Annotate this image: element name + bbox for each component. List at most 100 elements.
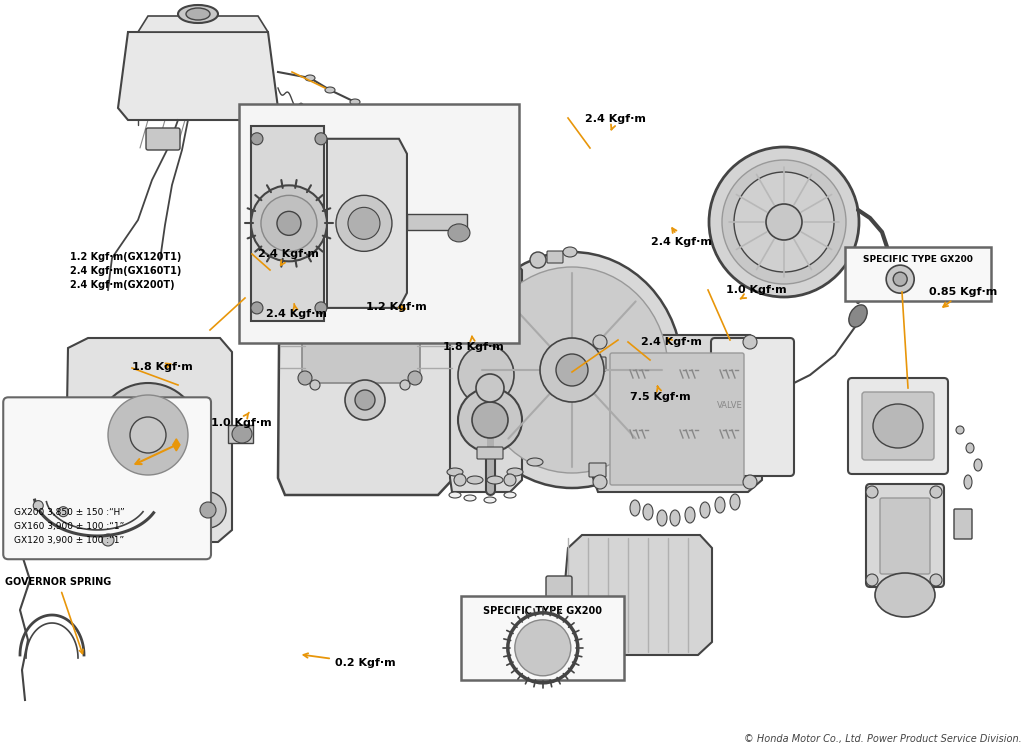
Ellipse shape: [350, 99, 360, 105]
Ellipse shape: [893, 272, 907, 287]
Ellipse shape: [102, 534, 114, 546]
Polygon shape: [251, 126, 324, 321]
FancyBboxPatch shape: [711, 338, 794, 476]
FancyBboxPatch shape: [880, 498, 930, 574]
Ellipse shape: [849, 305, 867, 327]
Text: 2.4 Kgf·m: 2.4 Kgf·m: [258, 249, 318, 265]
Ellipse shape: [355, 390, 375, 410]
Ellipse shape: [866, 574, 878, 586]
Text: 2.4 Kgf·m: 2.4 Kgf·m: [585, 114, 646, 130]
Ellipse shape: [458, 388, 522, 452]
Ellipse shape: [487, 476, 503, 484]
Ellipse shape: [472, 402, 508, 438]
Text: 1.8 Kgf·m: 1.8 Kgf·m: [132, 362, 193, 372]
Ellipse shape: [449, 492, 461, 498]
Ellipse shape: [394, 169, 410, 179]
FancyBboxPatch shape: [295, 207, 423, 245]
Ellipse shape: [325, 87, 335, 93]
Ellipse shape: [722, 160, 846, 284]
Ellipse shape: [556, 354, 588, 386]
Polygon shape: [592, 335, 762, 492]
Ellipse shape: [730, 494, 740, 510]
Ellipse shape: [448, 224, 470, 242]
Polygon shape: [560, 535, 712, 655]
Text: 2.4 Kgf·m: 2.4 Kgf·m: [651, 228, 712, 247]
Polygon shape: [138, 16, 268, 32]
Ellipse shape: [315, 133, 327, 145]
Ellipse shape: [456, 292, 600, 448]
Text: GX120 3,900 ± 100 :“1”: GX120 3,900 ± 100 :“1”: [14, 536, 125, 545]
Ellipse shape: [336, 196, 392, 251]
Ellipse shape: [964, 475, 972, 489]
Bar: [407, 214, 467, 230]
Ellipse shape: [593, 475, 607, 489]
Ellipse shape: [670, 510, 680, 526]
FancyBboxPatch shape: [546, 576, 572, 612]
Ellipse shape: [298, 371, 312, 385]
FancyBboxPatch shape: [477, 447, 503, 459]
Ellipse shape: [186, 8, 210, 20]
FancyBboxPatch shape: [302, 265, 420, 383]
Ellipse shape: [408, 371, 422, 385]
Text: GOVERNOR SPRING: GOVERNOR SPRING: [5, 577, 111, 653]
FancyBboxPatch shape: [3, 397, 211, 559]
Polygon shape: [173, 439, 180, 451]
Text: 1.0 Kgf·m: 1.0 Kgf·m: [726, 284, 787, 299]
Ellipse shape: [130, 417, 166, 453]
Text: 2.4 Kgf·m: 2.4 Kgf·m: [641, 337, 701, 347]
Ellipse shape: [310, 380, 320, 390]
Ellipse shape: [200, 502, 216, 518]
Ellipse shape: [251, 302, 263, 314]
FancyBboxPatch shape: [954, 509, 972, 539]
Ellipse shape: [530, 252, 546, 268]
Ellipse shape: [540, 338, 604, 402]
Ellipse shape: [315, 302, 327, 314]
Ellipse shape: [464, 495, 476, 501]
Polygon shape: [118, 32, 278, 120]
Ellipse shape: [310, 255, 320, 265]
Ellipse shape: [400, 380, 410, 390]
Ellipse shape: [476, 374, 504, 402]
Bar: [228, 425, 253, 443]
Ellipse shape: [527, 458, 543, 466]
Ellipse shape: [408, 261, 422, 275]
Bar: [845, 247, 991, 301]
Ellipse shape: [700, 502, 710, 518]
Ellipse shape: [261, 196, 317, 251]
Text: © Honda Motor Co., Ltd. Power Product Service Division.: © Honda Motor Co., Ltd. Power Product Se…: [745, 734, 1022, 744]
Ellipse shape: [766, 204, 802, 240]
Bar: [239, 104, 519, 343]
Ellipse shape: [462, 252, 682, 488]
FancyBboxPatch shape: [547, 251, 563, 263]
Polygon shape: [327, 139, 407, 308]
Ellipse shape: [956, 426, 964, 434]
Text: 0.2 Kgf·m: 0.2 Kgf·m: [304, 653, 396, 669]
Ellipse shape: [345, 380, 385, 420]
Polygon shape: [278, 210, 452, 495]
Ellipse shape: [966, 443, 974, 453]
Ellipse shape: [743, 475, 757, 489]
Ellipse shape: [930, 574, 942, 586]
Ellipse shape: [504, 474, 516, 486]
Ellipse shape: [484, 497, 496, 503]
Text: 1.2 Kgf·m: 1.2 Kgf·m: [366, 302, 426, 312]
FancyBboxPatch shape: [862, 392, 934, 460]
Ellipse shape: [277, 211, 301, 235]
Text: 1.0 Kgf·m: 1.0 Kgf·m: [211, 413, 272, 428]
Ellipse shape: [734, 172, 834, 272]
Ellipse shape: [380, 175, 396, 185]
FancyBboxPatch shape: [589, 357, 606, 371]
Ellipse shape: [454, 474, 466, 486]
Ellipse shape: [507, 468, 523, 476]
Ellipse shape: [33, 501, 43, 511]
Ellipse shape: [563, 247, 577, 257]
Ellipse shape: [504, 492, 516, 498]
Ellipse shape: [643, 504, 653, 520]
Ellipse shape: [298, 261, 312, 275]
Ellipse shape: [930, 486, 942, 498]
Ellipse shape: [454, 264, 466, 276]
FancyBboxPatch shape: [866, 484, 945, 587]
Text: SPECIFIC TYPE GX200: SPECIFIC TYPE GX200: [863, 255, 972, 264]
Ellipse shape: [508, 350, 548, 390]
Ellipse shape: [685, 507, 695, 523]
